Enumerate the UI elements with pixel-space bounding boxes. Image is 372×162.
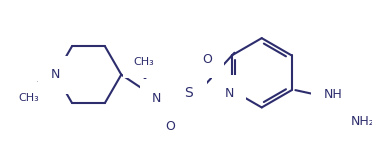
Text: N: N: [152, 92, 161, 105]
Text: N: N: [224, 87, 234, 100]
Text: CH₃: CH₃: [18, 93, 39, 103]
Text: NH₂: NH₂: [351, 115, 372, 128]
Text: O: O: [202, 53, 212, 66]
Text: N: N: [51, 68, 60, 81]
Text: S: S: [185, 86, 193, 100]
Text: NH: NH: [324, 88, 342, 101]
Text: O: O: [166, 120, 176, 133]
Text: CH₃: CH₃: [134, 57, 154, 67]
